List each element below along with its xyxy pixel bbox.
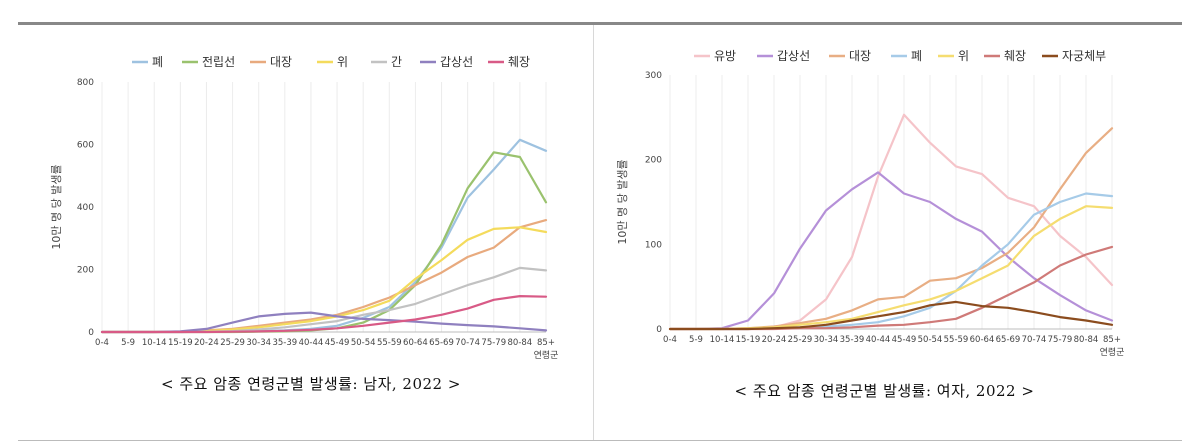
series-line-4 <box>100 266 548 334</box>
legend-label-2: 대장 <box>270 55 292 69</box>
series-line-6 <box>100 295 548 334</box>
chart-female: 0 100 200 300 0-4 5-9 10-14 15-19 20-24 25-29 30-3… <box>616 49 1125 358</box>
x-tick-label-0-4: 0-4 <box>663 335 677 345</box>
legend-label-4: 위 <box>958 49 969 63</box>
legend-label-1: 갑상선 <box>777 49 810 63</box>
series-line-0 <box>668 113 1114 331</box>
legend-label-6: 자궁체부 <box>1062 49 1106 63</box>
x-tick-label-25-29: 25-29 <box>788 335 813 345</box>
x-tick-label-35-39: 35-39 <box>272 338 297 348</box>
x-tick-label-65-69: 65-69 <box>996 335 1021 345</box>
y-tick-label-0: 0 <box>88 328 94 338</box>
legend-label-3: 위 <box>337 55 348 69</box>
chart-caption-male: < 주요 암종 연령군별 발생률: 남자, 2022 > <box>161 375 461 393</box>
series-line-5 <box>668 245 1114 331</box>
chart-panel-female: 0 100 200 300 0-4 5-9 10-14 15-19 20-24 25-29 30-3… <box>612 38 1157 406</box>
x-tick-label-5-9: 5-9 <box>689 335 703 345</box>
y-tick-label-200: 200 <box>645 156 662 166</box>
y-tick-label-300: 300 <box>645 71 662 81</box>
x-tick-label-60-64: 60-64 <box>970 335 995 345</box>
x-tick-label-15-19: 15-19 <box>168 338 193 348</box>
legend-label-1: 전립선 <box>202 55 235 69</box>
x-tick-label-25-29: 25-29 <box>220 338 245 348</box>
chart-panel-male: 0 200 400 600 800 0-4 5-9 10-14 15-19 20-24 25-29 3… <box>36 40 586 400</box>
x-tick-label-10-14: 10-14 <box>142 338 167 348</box>
x-tick-label-55-59: 55-59 <box>944 335 969 345</box>
x-tick-label-80-84: 80-84 <box>1074 335 1099 345</box>
x-tick-label-30-34: 30-34 <box>814 335 839 345</box>
column-divider <box>593 25 594 440</box>
x-tick-label-20-24: 20-24 <box>762 335 787 345</box>
x-tick-label-20-24: 20-24 <box>194 338 219 348</box>
x-axis-label: 연령군 <box>534 349 559 361</box>
legend-label-4: 간 <box>391 55 402 69</box>
x-tick-label-30-34: 30-34 <box>246 338 271 348</box>
x-tick-label-0-4: 0-4 <box>95 338 109 348</box>
x-tick-label-5-9: 5-9 <box>121 338 135 348</box>
x-tick-label-85+: 85+ <box>537 338 555 348</box>
x-tick-label-50-54: 50-54 <box>351 338 376 348</box>
y-tick-label-200: 200 <box>77 266 94 276</box>
y-tick-label-400: 400 <box>77 203 94 213</box>
legend-label-0: 폐 <box>152 55 163 69</box>
y-tick-label-100: 100 <box>645 240 662 250</box>
x-tick-label-55-59: 55-59 <box>377 338 402 348</box>
x-tick-label-75-79: 75-79 <box>1048 335 1073 345</box>
x-tick-label-45-49: 45-49 <box>325 338 350 348</box>
x-tick-label-65-69: 65-69 <box>429 338 454 348</box>
x-tick-label-85+: 85+ <box>1103 335 1121 345</box>
legend-label-5: 갑상선 <box>440 55 473 69</box>
legend-label-5: 췌장 <box>1004 49 1026 63</box>
x-tick-label-10-14: 10-14 <box>710 335 735 345</box>
x-tick-label-80-84: 80-84 <box>508 338 533 348</box>
bottom-rule <box>18 440 1182 441</box>
y-tick-label-0: 0 <box>656 325 662 335</box>
x-tick-label-35-39: 35-39 <box>840 335 865 345</box>
y-tick-label-800: 800 <box>77 78 94 88</box>
y-tick-label-600: 600 <box>77 141 94 151</box>
chart-caption-female: < 주요 암종 연령군별 발생률: 여자, 2022 > <box>734 382 1035 400</box>
series-line-6 <box>668 300 1114 331</box>
x-axis-label: 연령군 <box>1100 346 1125 358</box>
x-tick-label-15-19: 15-19 <box>736 335 761 345</box>
x-tick-label-45-49: 45-49 <box>892 335 917 345</box>
x-tick-label-60-64: 60-64 <box>403 338 428 348</box>
x-tick-label-40-44: 40-44 <box>299 338 324 348</box>
top-rule <box>18 22 1182 25</box>
legend-label-2: 대장 <box>849 49 871 63</box>
x-tick-label-50-54: 50-54 <box>918 335 943 345</box>
legend-label-0: 유방 <box>714 49 736 63</box>
series-line-4 <box>668 205 1114 331</box>
y-axis-label: 10만 명 당 발생률 <box>50 164 63 249</box>
legend-label-6: 췌장 <box>508 55 530 69</box>
series-line-1 <box>668 171 1114 331</box>
x-tick-label-70-74: 70-74 <box>1022 335 1047 345</box>
x-tick-label-75-79: 75-79 <box>481 338 506 348</box>
x-tick-label-40-44: 40-44 <box>866 335 891 345</box>
legend-label-3: 폐 <box>911 49 922 63</box>
y-axis-label: 10만 명 당 발생률 <box>616 159 629 244</box>
x-tick-label-70-74: 70-74 <box>455 338 480 348</box>
